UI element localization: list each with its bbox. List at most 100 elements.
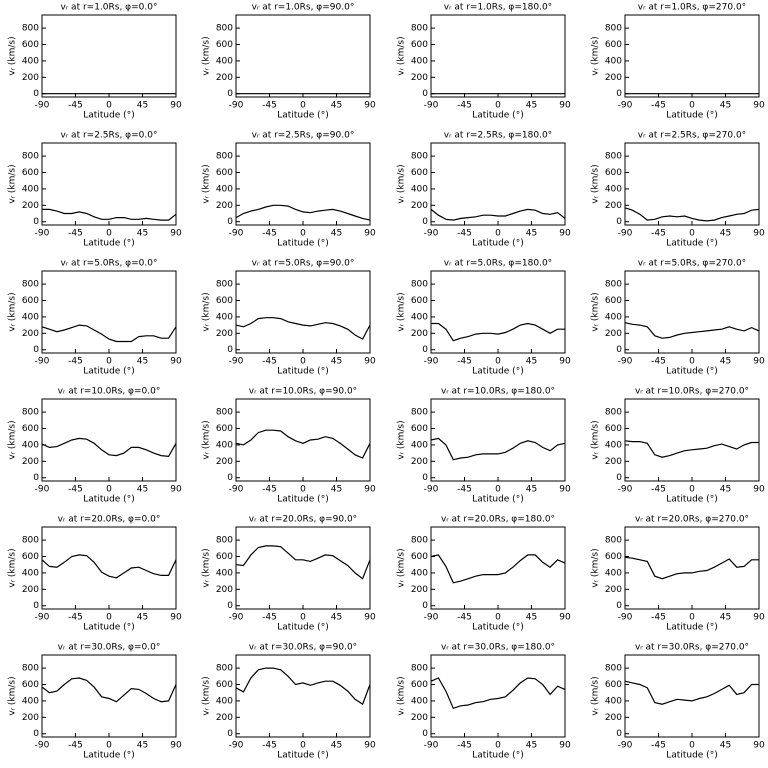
x-tick-label: 0 [689, 101, 695, 111]
x-tick-label: 90 [364, 357, 376, 367]
x-tick-label: 45 [137, 485, 148, 495]
x-tick-label: 90 [364, 741, 376, 751]
chart-title: vᵣ at r=30.0Rs, φ=0.0° [58, 643, 161, 653]
chart-title: vᵣ at r=1.0Rs, φ=270.0° [638, 3, 746, 13]
y-axis-label: vᵣ (km/s) [591, 420, 601, 459]
x-tick-label: 90 [559, 101, 571, 111]
x-tick-label: 0 [300, 101, 306, 111]
y-tick-label: 400 [22, 568, 39, 578]
x-axis-label: Latitude (°) [83, 239, 134, 249]
y-tick-label: 400 [216, 312, 233, 322]
y-axis-label: vᵣ (km/s) [591, 36, 601, 75]
y-axis-label: vᵣ (km/s) [397, 676, 407, 715]
x-tick-label: 0 [495, 229, 501, 239]
y-tick-label: 600 [22, 552, 39, 562]
chart-title: vᵣ at r=1.0Rs, φ=90.0° [252, 3, 355, 13]
line-series [430, 677, 566, 710]
plot-frame [235, 14, 371, 98]
y-tick-label: 600 [605, 424, 622, 434]
x-tick-label: -90 [618, 613, 633, 623]
x-tick-label: -90 [618, 229, 633, 239]
x-tick-label: 0 [106, 741, 112, 751]
y-axis-label: vᵣ (km/s) [397, 548, 407, 587]
y-tick-label: 600 [605, 168, 622, 178]
x-tick-label: 45 [137, 613, 148, 623]
y-tick-label: 200 [605, 457, 622, 467]
y-axis-label: vᵣ (km/s) [202, 676, 212, 715]
x-tick-label: 0 [300, 357, 306, 367]
x-tick-label: -45 [262, 485, 277, 495]
x-tick-label: -90 [424, 101, 439, 111]
x-tick-label: 90 [364, 101, 376, 111]
y-tick-label: 400 [22, 312, 39, 322]
y-tick-label: 600 [605, 552, 622, 562]
x-tick-label: -90 [229, 101, 244, 111]
x-tick-label: 45 [137, 101, 148, 111]
x-tick-label: 0 [689, 229, 695, 239]
line-series [235, 317, 371, 340]
plot-frame [430, 654, 566, 738]
y-tick-label: 0 [33, 601, 39, 611]
x-tick-label: 45 [720, 613, 731, 623]
x-tick-label: 0 [106, 613, 112, 623]
x-tick-label: 0 [300, 229, 306, 239]
y-tick-label: 400 [216, 184, 233, 194]
x-tick-label: 45 [331, 613, 342, 623]
plot-frame [624, 14, 760, 98]
x-tick-label: 45 [526, 613, 537, 623]
y-tick-label: 800 [22, 408, 39, 418]
y-tick-label: 600 [22, 296, 39, 306]
plot-frame [235, 270, 371, 354]
y-tick-label: 200 [411, 585, 428, 595]
x-tick-label: -90 [35, 101, 50, 111]
x-axis-label: Latitude (°) [472, 367, 523, 377]
x-tick-label: 45 [137, 741, 148, 751]
line-series [430, 208, 566, 221]
x-tick-label: -90 [35, 485, 50, 495]
x-tick-label: 0 [300, 613, 306, 623]
x-axis-label: Latitude (°) [277, 111, 328, 121]
y-tick-label: 200 [411, 713, 428, 723]
chart-title: vᵣ at r=30.0Rs, φ=270.0° [635, 643, 749, 653]
y-axis-label: vᵣ (km/s) [397, 164, 407, 203]
x-tick-label: 45 [137, 357, 148, 367]
y-axis-label: vᵣ (km/s) [397, 36, 407, 75]
x-axis-label: Latitude (°) [472, 111, 523, 121]
x-tick-label: -45 [651, 229, 666, 239]
x-tick-label: 0 [689, 741, 695, 751]
line-series [430, 554, 566, 584]
y-tick-label: 800 [22, 664, 39, 674]
y-tick-label: 800 [411, 24, 428, 34]
plot-frame [41, 526, 177, 610]
y-tick-label: 600 [22, 40, 39, 50]
chart-title: vᵣ at r=20.0Rs, φ=180.0° [441, 515, 555, 525]
x-tick-label: 90 [753, 613, 765, 623]
chart-title: vᵣ at r=2.5Rs, φ=90.0° [252, 131, 355, 141]
x-tick-label: -45 [651, 485, 666, 495]
y-tick-label: 400 [22, 56, 39, 66]
x-tick-label: 0 [106, 485, 112, 495]
x-axis-label: Latitude (°) [83, 623, 134, 633]
y-tick-label: 200 [605, 73, 622, 83]
y-tick-label: 200 [216, 713, 233, 723]
x-tick-label: 0 [689, 613, 695, 623]
x-tick-label: -45 [68, 357, 83, 367]
chart-title: vᵣ at r=2.5Rs, φ=270.0° [638, 131, 746, 141]
y-tick-label: 600 [216, 40, 233, 50]
y-tick-label: 0 [227, 345, 233, 355]
chart-title: vᵣ at r=5.0Rs, φ=180.0° [444, 259, 552, 269]
x-tick-label: -90 [229, 741, 244, 751]
y-tick-label: 400 [605, 312, 622, 322]
y-tick-label: 200 [411, 201, 428, 211]
y-tick-label: 400 [411, 440, 428, 450]
x-axis-label: Latitude (°) [666, 623, 717, 633]
y-tick-label: 800 [605, 664, 622, 674]
y-tick-label: 800 [411, 280, 428, 290]
x-tick-label: -45 [262, 101, 277, 111]
x-tick-label: 45 [331, 741, 342, 751]
y-tick-label: 200 [22, 329, 39, 339]
x-axis-label: Latitude (°) [666, 239, 717, 249]
x-tick-label: 0 [495, 485, 501, 495]
plot-frame [235, 398, 371, 482]
x-axis-label: Latitude (°) [666, 751, 717, 761]
